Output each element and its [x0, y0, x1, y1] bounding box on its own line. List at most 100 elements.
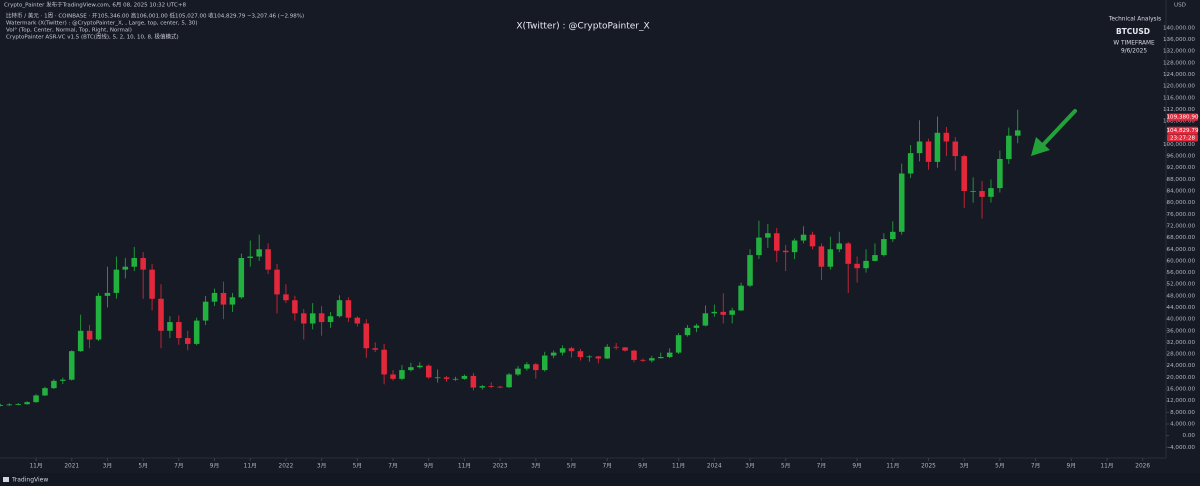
candle-body	[649, 358, 655, 361]
candle-body	[363, 323, 370, 349]
candle-body	[568, 348, 575, 352]
candle-body	[497, 386, 503, 388]
candle-body	[613, 346, 619, 348]
header: Crypto_Painter 发布于TradingView.com, 6月 08…	[4, 1, 304, 41]
y-tick-label: 48,000.00	[1167, 293, 1196, 299]
y-tick-label: 128,000.00	[1163, 60, 1195, 66]
x-tick-label: 11月	[672, 463, 685, 470]
x-tick-label: 3月	[959, 463, 969, 470]
y-tick-label: 28,000.00	[1167, 352, 1196, 358]
candle-body	[970, 191, 976, 192]
candle-body	[702, 313, 709, 326]
info-box-symbol: BTCUSD	[1116, 27, 1150, 36]
price-tag-label: 109,380.90	[1166, 115, 1198, 121]
x-tick-label: 11月	[1100, 463, 1113, 470]
candle-body	[60, 379, 66, 381]
annotation-arrow	[1031, 109, 1077, 156]
candle-body	[711, 311, 718, 314]
y-tick-label: 88,000.00	[1167, 177, 1196, 183]
candle-body	[417, 365, 423, 368]
candle-body	[390, 374, 396, 379]
candle-body	[122, 266, 129, 270]
y-tick-label: 96,000.00	[1167, 154, 1196, 160]
candle-body	[265, 249, 271, 270]
candle-body	[791, 240, 798, 253]
candle-body	[470, 375, 477, 388]
x-tick-label: 9月	[638, 463, 648, 470]
countdown-tag	[1167, 134, 1198, 142]
info-box-date: 9/6/2025	[1121, 49, 1147, 55]
price-axis-unit: USD	[1174, 3, 1186, 9]
info-box-title: Technical Analysis	[1108, 17, 1161, 23]
candle-body	[158, 298, 164, 331]
logo-icon	[3, 477, 9, 482]
candle-body	[95, 295, 102, 340]
x-tick-label: 7月	[817, 463, 827, 470]
candle-body	[104, 292, 111, 296]
candles	[0, 109, 1021, 407]
candle-body	[961, 156, 967, 192]
x-tick-label: 3月	[531, 463, 541, 470]
y-tick-label: 116,000.00	[1163, 95, 1195, 101]
candle-body	[42, 388, 48, 396]
x-tick-label: 2022	[279, 464, 294, 470]
x-tick-label: 2023	[493, 464, 508, 470]
x-tick-label: 9月	[424, 463, 434, 470]
footer-bar	[0, 473, 1200, 486]
candle-body	[872, 255, 878, 261]
y-tick-label: 60,000.00	[1167, 258, 1196, 264]
y-tick-label: 84,000.00	[1167, 189, 1196, 195]
candle-body	[693, 325, 700, 328]
x-tick-label: 9月	[852, 463, 862, 470]
candle-body	[1006, 135, 1012, 159]
candle-body	[845, 243, 851, 264]
y-tick-label: 132,000.00	[1163, 49, 1195, 55]
candle-body	[524, 364, 530, 369]
candle-body	[729, 310, 735, 315]
y-tick-label: 20,000.00	[1167, 375, 1196, 381]
x-tick-label: 11月	[458, 463, 471, 470]
candle-body	[318, 313, 325, 323]
x-tick-label: 5月	[781, 463, 791, 470]
publish-info: Crypto_Painter 发布于TradingView.com, 6月 08…	[4, 1, 186, 9]
y-tick-label: 44,000.00	[1167, 305, 1196, 311]
candle-body	[408, 367, 414, 371]
y-tick-label: 68,000.00	[1167, 235, 1196, 241]
watermark: X(Twitter) : @CryptoPainter_X	[516, 22, 649, 32]
y-tick-label: 36,000.00	[1167, 328, 1196, 334]
candle-body	[997, 158, 1003, 189]
candle-body	[515, 368, 521, 375]
candle-body	[292, 300, 298, 314]
candle-body	[434, 377, 441, 379]
candle-body	[15, 404, 21, 405]
candle-body	[774, 233, 780, 251]
candle-body	[738, 285, 744, 311]
candle-body	[863, 260, 869, 269]
y-tick-label: 120,000.00	[1163, 84, 1195, 90]
candle-body	[934, 132, 941, 162]
candle-body	[765, 233, 771, 238]
candle-body	[640, 359, 646, 361]
candle-body	[452, 378, 459, 380]
symbol-legend: 比特币 / 美元 · 1周 · COINBASE · 开105,346.00 高…	[6, 12, 304, 20]
candle-body	[345, 300, 352, 318]
x-tick-label: 7月	[388, 463, 398, 470]
x-tick-label: 7月	[1031, 463, 1041, 470]
price-tag-label: 104,829.79	[1166, 128, 1198, 134]
candle-body	[684, 327, 691, 336]
candle-body	[185, 338, 191, 344]
candle-body	[86, 330, 93, 340]
candle-body	[372, 348, 378, 350]
candle-body	[309, 313, 316, 324]
y-tick-label: 112,000.00	[1163, 107, 1195, 113]
y-tick-label: 0.00	[1183, 433, 1196, 439]
y-tick-label: 64,000.00	[1167, 247, 1196, 253]
y-tick-label: 72,000.00	[1167, 223, 1196, 229]
price-tag	[1167, 113, 1198, 121]
y-tick-label: 4,000.00	[1170, 421, 1195, 427]
footer-logo: TradingView	[3, 477, 48, 484]
candle-body	[631, 350, 637, 360]
candle-body	[586, 356, 593, 358]
